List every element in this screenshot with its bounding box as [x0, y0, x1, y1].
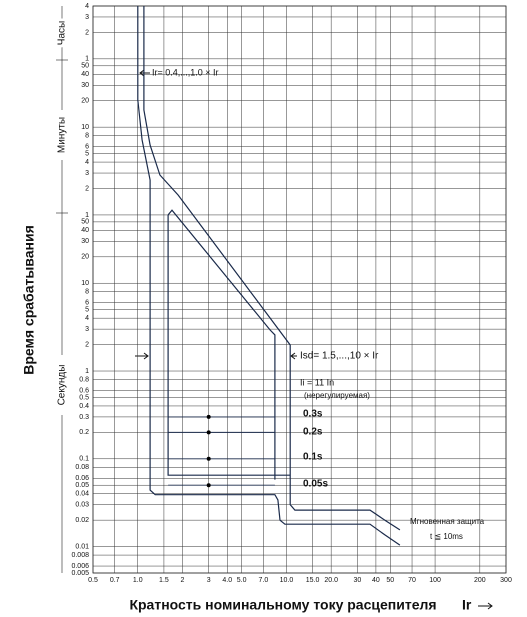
y-tick-label: 0.005: [71, 570, 89, 577]
arrow: [478, 602, 493, 610]
y-tick-label: 0.3: [79, 414, 89, 421]
y-tick-label: 1: [85, 368, 89, 375]
y-tick-label: 6: [85, 300, 89, 307]
x-tick-label: 0.5: [88, 577, 98, 584]
annotation: Ir= 0.4,...,1.0 × Ir: [152, 67, 219, 77]
y-tick-label: 30: [81, 82, 89, 89]
y-tick-label: 1: [85, 212, 89, 219]
x-tick-label: 70: [408, 577, 416, 584]
y-tick-label: 0.8: [79, 376, 89, 383]
arrow: [139, 69, 150, 77]
y-tick-label: 4: [85, 3, 89, 10]
curve: [137, 6, 401, 546]
x-tick-label: 7.0: [259, 577, 269, 584]
x-tick-label: 40: [372, 577, 380, 584]
y-tick-label: 2: [85, 29, 89, 36]
y-tick-label: 0.5: [79, 394, 89, 401]
arrow: [135, 352, 149, 360]
point: [206, 456, 211, 461]
y-tick-label: 0.008: [71, 552, 89, 559]
y-tick-label: 4: [85, 315, 89, 322]
y-tick-label: 0.01: [75, 543, 89, 550]
y-tick-label: 4: [85, 159, 89, 166]
x-tick-label: 10.0: [280, 577, 294, 584]
x-tick-label: 3: [207, 577, 211, 584]
x-tick-label: 0.7: [110, 577, 120, 584]
annotation: Мгновенная защита: [410, 517, 485, 526]
x-tick-label: 1.0: [133, 577, 143, 584]
y-tick-label: 40: [81, 227, 89, 234]
annotation: 0.1s: [303, 452, 323, 463]
y-tick-label: 0.05: [75, 482, 89, 489]
x-tick-label: 200: [474, 577, 486, 584]
x-tick-label: 20.0: [324, 577, 338, 584]
section-label: Минуты: [57, 117, 68, 153]
point: [206, 430, 211, 435]
x-tick-label: 1.5: [159, 577, 169, 584]
annotation: Isd= 1.5,...,10 × Ir: [300, 351, 379, 362]
point: [206, 483, 211, 488]
y-tick-label: 40: [81, 71, 89, 78]
y-tick-label: 3: [85, 170, 89, 177]
x-tick-label: 50: [386, 577, 394, 584]
point: [206, 414, 211, 419]
y-tick-label: 1: [85, 56, 89, 63]
y-tick-label: 30: [81, 238, 89, 245]
y-tick-label: 0.2: [79, 429, 89, 436]
y-tick-label: 0.02: [75, 517, 89, 524]
x-tick-label: 100: [429, 577, 441, 584]
x-axis-unit: Ir: [462, 597, 472, 613]
y-tick-label: 10: [81, 280, 89, 287]
y-tick-label: 0.06: [75, 475, 89, 482]
curve: [167, 214, 291, 476]
annotation: 0.05s: [303, 479, 328, 490]
y-tick-label: 0.4: [79, 403, 89, 410]
x-tick-label: 30: [353, 577, 361, 584]
x-axis-title: Кратность номинальному току расцепителя: [129, 597, 436, 613]
section-bg: [56, 355, 68, 415]
y-tick-label: 0.03: [75, 502, 89, 509]
y-tick-label: 20: [81, 98, 89, 105]
y-tick-label: 8: [85, 133, 89, 140]
x-tick-label: 15.0: [306, 577, 320, 584]
y-tick-label: 20: [81, 254, 89, 261]
y-tick-label: 5: [85, 307, 89, 314]
y-tick-label: 0.04: [75, 491, 89, 498]
y-tick-label: 0.08: [75, 464, 89, 471]
y-tick-label: 3: [85, 326, 89, 333]
plot-frame: [92, 5, 507, 574]
y-tick-label: 8: [85, 289, 89, 296]
section-bg: Часы: [57, 21, 68, 45]
y-tick-label: 0.006: [71, 563, 89, 570]
y-tick-label: 50: [81, 219, 89, 226]
annotation: Ii = 11 In: [300, 377, 334, 387]
annotation: t ≦ 10ms: [430, 532, 463, 541]
curve: [143, 6, 401, 531]
y-tick-label: 6: [85, 143, 89, 150]
x-tick-label: 4.0: [222, 577, 232, 584]
x-tick-label: 5.0: [237, 577, 247, 584]
x-tick-label: 300: [500, 577, 512, 584]
annotation: 0.2s: [303, 427, 323, 438]
y-tick-label: 2: [85, 185, 89, 192]
section-label: Секунды: [57, 365, 68, 406]
y-tick-label: 0.1: [79, 456, 89, 463]
y-tick-label: 0.6: [79, 387, 89, 394]
y-tick-label: 2: [85, 341, 89, 348]
annotation: 0.3s: [303, 409, 323, 420]
curve: [167, 209, 276, 480]
y-tick-label: 10: [81, 124, 89, 131]
arrow: [290, 352, 297, 360]
y-axis-title: Время срабатывания: [21, 225, 37, 375]
x-tick-label: 2: [181, 577, 185, 584]
y-tick-label: 3: [85, 14, 89, 21]
annotation: (нерегулируемая): [304, 391, 370, 400]
y-tick-label: 50: [81, 63, 89, 70]
y-tick-label: 5: [85, 150, 89, 157]
section-label: Часы: [57, 21, 68, 45]
section-bg: [56, 110, 68, 160]
